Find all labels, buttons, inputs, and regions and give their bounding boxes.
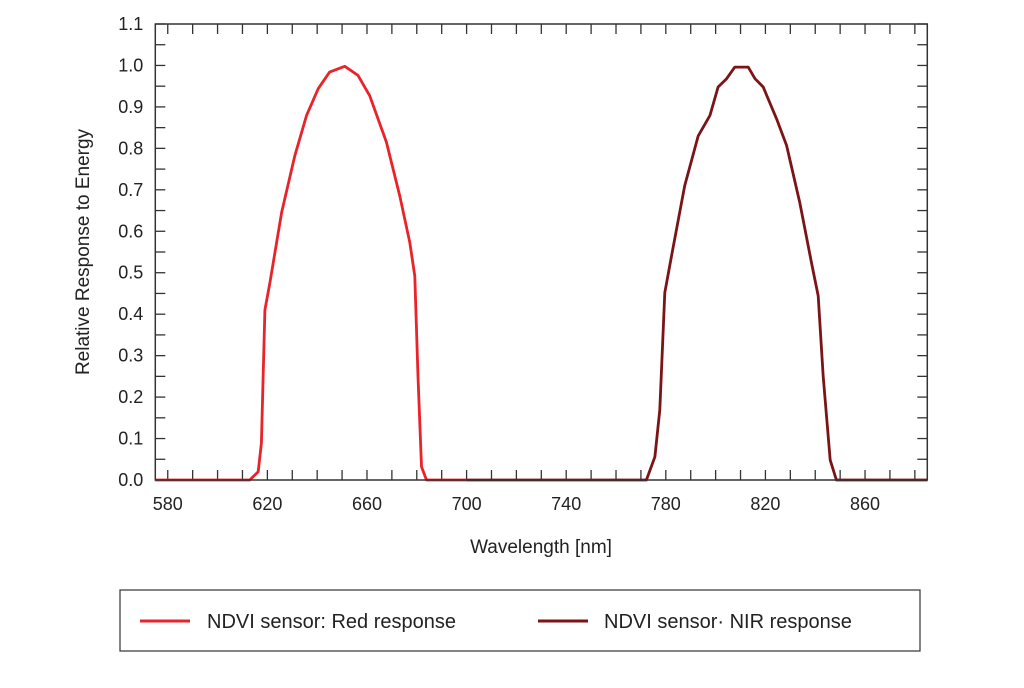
y-tick-label: 0.4 <box>118 304 143 324</box>
y-tick-label: 0.5 <box>118 263 143 283</box>
y-tick-label: 0.9 <box>118 97 143 117</box>
y-axis-label: Relative Response to Energy <box>73 128 94 375</box>
legend-label-nir: NDVI sensor· NIR response <box>604 611 852 633</box>
axes: 580 620 660 700 740 780 820 860 0.0 0.1 0.2 0.3 0.4 0… <box>118 14 928 514</box>
y-tick-label: 0.3 <box>118 346 143 366</box>
x-tick-label: 580 <box>153 494 183 514</box>
y-tick-label: 0.6 <box>118 221 143 241</box>
legend-label-red: NDVI sensor: Red response <box>207 611 456 633</box>
y-tick-label: 0.8 <box>118 138 143 158</box>
y-tick-label: 1.1 <box>118 14 143 34</box>
y-tick-label: 1.0 <box>118 55 143 75</box>
y-tick-label: 0.1 <box>118 429 143 449</box>
series-line-nir <box>466 65 928 482</box>
y-tick-label: 0.0 <box>118 470 143 490</box>
x-tick-label: 620 <box>252 494 282 514</box>
series-group <box>155 64 928 482</box>
x-axis-label: Wavelength [nm] <box>470 537 612 558</box>
x-tick-label: 700 <box>452 494 482 514</box>
x-tick-label: 820 <box>750 494 780 514</box>
x-tick-label: 660 <box>352 494 382 514</box>
x-tick-label: 780 <box>651 494 681 514</box>
y-tick-label: 0.7 <box>118 180 143 200</box>
series-line-red <box>155 64 467 482</box>
legend-box <box>119 589 921 652</box>
y-tick-label: 0.2 <box>118 387 143 407</box>
x-tick-label: 860 <box>850 494 880 514</box>
x-tick-label: 740 <box>551 494 581 514</box>
legend: NDVI sensor: Red response NDVI sensor· N… <box>119 589 921 652</box>
plot-frame <box>154 23 929 481</box>
